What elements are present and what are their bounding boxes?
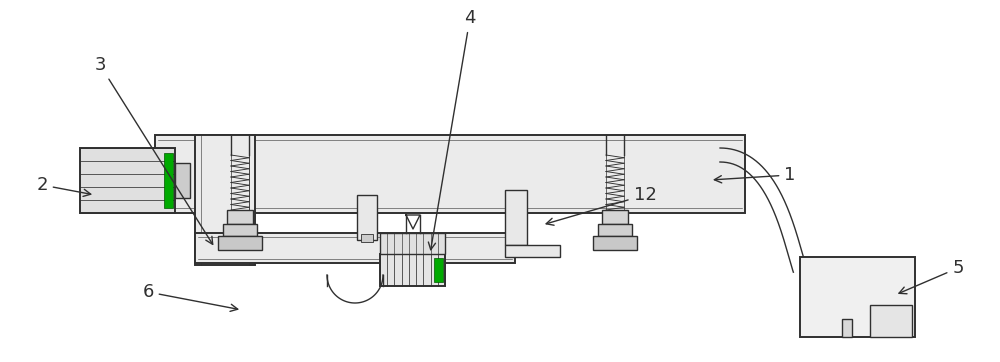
Bar bbox=[842, 319, 852, 337]
Bar bbox=[598, 224, 632, 236]
Text: 2: 2 bbox=[36, 176, 91, 197]
Bar bbox=[434, 258, 443, 282]
Bar bbox=[361, 234, 373, 242]
Bar bbox=[164, 153, 173, 208]
Bar bbox=[602, 210, 628, 224]
Text: 5: 5 bbox=[899, 259, 964, 294]
Bar bbox=[80, 148, 175, 213]
Bar bbox=[218, 236, 262, 250]
Bar bbox=[227, 210, 253, 224]
Bar bbox=[505, 245, 560, 257]
Bar bbox=[223, 224, 257, 236]
Bar bbox=[593, 236, 637, 250]
Text: 6: 6 bbox=[142, 283, 238, 311]
Bar bbox=[380, 254, 445, 286]
Bar bbox=[175, 163, 190, 198]
Bar bbox=[800, 257, 915, 337]
Bar bbox=[870, 305, 912, 337]
Bar bbox=[195, 233, 515, 263]
Text: 4: 4 bbox=[428, 9, 476, 250]
Bar bbox=[357, 195, 377, 240]
Bar bbox=[195, 135, 255, 265]
Text: 3: 3 bbox=[94, 56, 213, 244]
Bar bbox=[505, 190, 527, 245]
Text: 12: 12 bbox=[546, 186, 656, 225]
Bar bbox=[380, 233, 445, 254]
Bar bbox=[155, 135, 745, 213]
Text: 1: 1 bbox=[714, 166, 796, 184]
